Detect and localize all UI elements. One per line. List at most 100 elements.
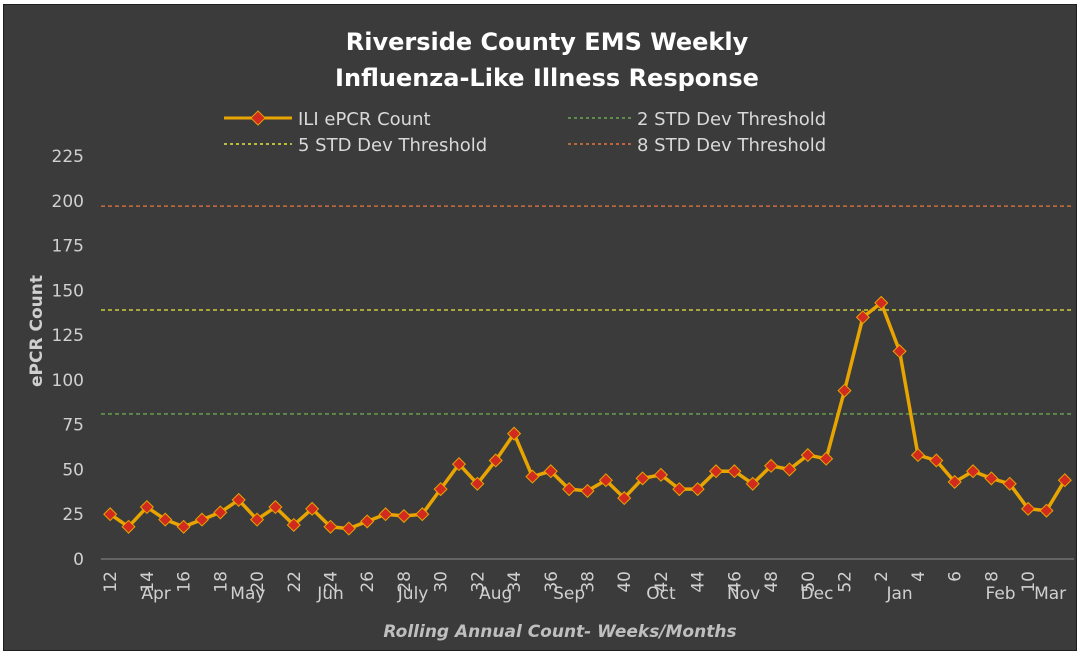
data-point xyxy=(653,467,669,482)
x-tick-label: 52 xyxy=(836,571,856,593)
data-point xyxy=(562,482,577,497)
data-point xyxy=(819,451,834,466)
data-point xyxy=(874,295,889,310)
data-point xyxy=(525,469,540,484)
data-point xyxy=(947,474,962,490)
data-point xyxy=(782,462,797,477)
x-axis-month-labels: Apr May Jun July Aug Sep Oct Nov Dec Jan Feb Mar xyxy=(141,584,1066,604)
data-point xyxy=(286,517,301,533)
chart-frame: Riverside County EMS Weekly Influenza-Li… xyxy=(3,4,1077,651)
x-tick-label: 48 xyxy=(762,571,782,593)
x-tick-label: 38 xyxy=(579,571,599,593)
y-tick-label: 50 xyxy=(62,460,84,480)
y-tick-label: 175 xyxy=(52,237,84,257)
data-point xyxy=(176,519,191,534)
month-label: Nov xyxy=(727,584,760,604)
y-tick-label: 125 xyxy=(52,326,84,346)
x-tick-label: 34 xyxy=(505,571,525,593)
legend: ILI ePCR Count 2 STD Dev Threshold 5 STD… xyxy=(224,109,826,156)
data-point xyxy=(672,482,687,497)
data-point xyxy=(543,464,558,479)
data-point xyxy=(360,514,375,529)
data-point xyxy=(415,507,430,522)
month-label: Feb xyxy=(986,584,1016,604)
legend-item-5std: 5 STD Dev Threshold xyxy=(224,135,487,156)
month-label: Jun xyxy=(316,584,344,604)
month-label: Sep xyxy=(553,584,585,604)
month-label: Dec xyxy=(801,584,834,604)
data-point xyxy=(158,512,173,527)
legend-marker-ili xyxy=(250,110,266,126)
data-point xyxy=(837,383,852,398)
x-tick-label: 30 xyxy=(432,571,452,593)
x-tick-label: 36 xyxy=(542,571,562,593)
x-tick-label: 28 xyxy=(395,571,415,593)
month-label: Oct xyxy=(646,584,676,604)
data-point xyxy=(1057,473,1072,488)
chart-title-line1: Riverside County EMS Weekly xyxy=(346,28,749,56)
y-tick-label: 200 xyxy=(52,192,84,212)
data-point xyxy=(965,464,981,479)
data-point xyxy=(764,458,779,473)
x-tick-label: 4 xyxy=(909,571,929,582)
x-tick-label: 46 xyxy=(725,571,745,593)
data-point xyxy=(305,501,320,516)
data-point xyxy=(580,483,595,499)
data-point xyxy=(855,310,870,325)
x-tick-label: 12 xyxy=(101,571,121,593)
data-point xyxy=(800,448,815,463)
y-tick-label: 225 xyxy=(52,147,84,167)
data-point xyxy=(1039,503,1054,518)
data-point xyxy=(708,464,724,479)
data-point xyxy=(1002,476,1017,491)
month-label: July xyxy=(397,584,429,604)
data-point xyxy=(231,492,246,507)
month-label: Mar xyxy=(1034,584,1066,604)
x-axis-week-ticks: 12 14 16 18 20 22 24 26 28 30 32 34 36 38 40 42 44 46 48 50… xyxy=(101,571,1039,593)
x-tick-label: 18 xyxy=(211,571,231,593)
y-tick-label: 100 xyxy=(52,371,84,391)
data-point xyxy=(598,473,613,488)
series-ili-epcr-count xyxy=(103,295,1072,536)
y-tick-label: 25 xyxy=(62,505,84,525)
legend-item-2std: 2 STD Dev Threshold xyxy=(568,109,826,130)
legend-item-8std: 8 STD Dev Threshold xyxy=(568,135,826,156)
chart-canvas: Riverside County EMS Weekly Influenza-Li… xyxy=(27,28,1074,642)
legend-label-2std: 2 STD Dev Threshold xyxy=(637,109,826,130)
data-point xyxy=(323,519,338,534)
y-axis-label: ePCR Count xyxy=(27,275,47,387)
data-point xyxy=(929,453,944,468)
x-tick-label: 42 xyxy=(652,571,672,593)
legend-label-8std: 8 STD Dev Threshold xyxy=(637,135,826,156)
data-point xyxy=(396,508,411,524)
x-tick-label: 14 xyxy=(138,571,158,593)
x-tick-label: 20 xyxy=(248,571,268,593)
data-point xyxy=(617,491,632,506)
data-point xyxy=(451,457,467,472)
data-point xyxy=(1021,501,1036,516)
y-tick-label: 150 xyxy=(52,281,84,301)
chart-title-line2: Influenza-Like Illness Response xyxy=(335,64,759,92)
data-point xyxy=(984,471,999,486)
data-point xyxy=(249,512,265,527)
legend-item-ili: ILI ePCR Count xyxy=(224,109,431,130)
data-point xyxy=(910,448,926,463)
month-label: Aug xyxy=(479,584,512,604)
threshold-lines xyxy=(101,205,1074,415)
data-point xyxy=(121,519,136,534)
data-point xyxy=(268,499,283,515)
legend-label-5std: 5 STD Dev Threshold xyxy=(298,135,487,156)
data-point xyxy=(341,521,356,536)
data-point xyxy=(378,507,393,522)
data-point xyxy=(488,453,503,468)
data-point xyxy=(745,476,760,491)
x-tick-label: 40 xyxy=(615,571,635,593)
x-tick-label: 50 xyxy=(799,571,819,593)
data-point xyxy=(892,344,907,359)
y-tick-label: 75 xyxy=(62,416,84,436)
x-axis-label: Rolling Annual Count- Weeks/Months xyxy=(383,622,736,642)
x-tick-label: 6 xyxy=(946,571,966,582)
data-point xyxy=(433,482,448,497)
month-label: Apr xyxy=(141,584,170,604)
data-point xyxy=(139,499,154,515)
